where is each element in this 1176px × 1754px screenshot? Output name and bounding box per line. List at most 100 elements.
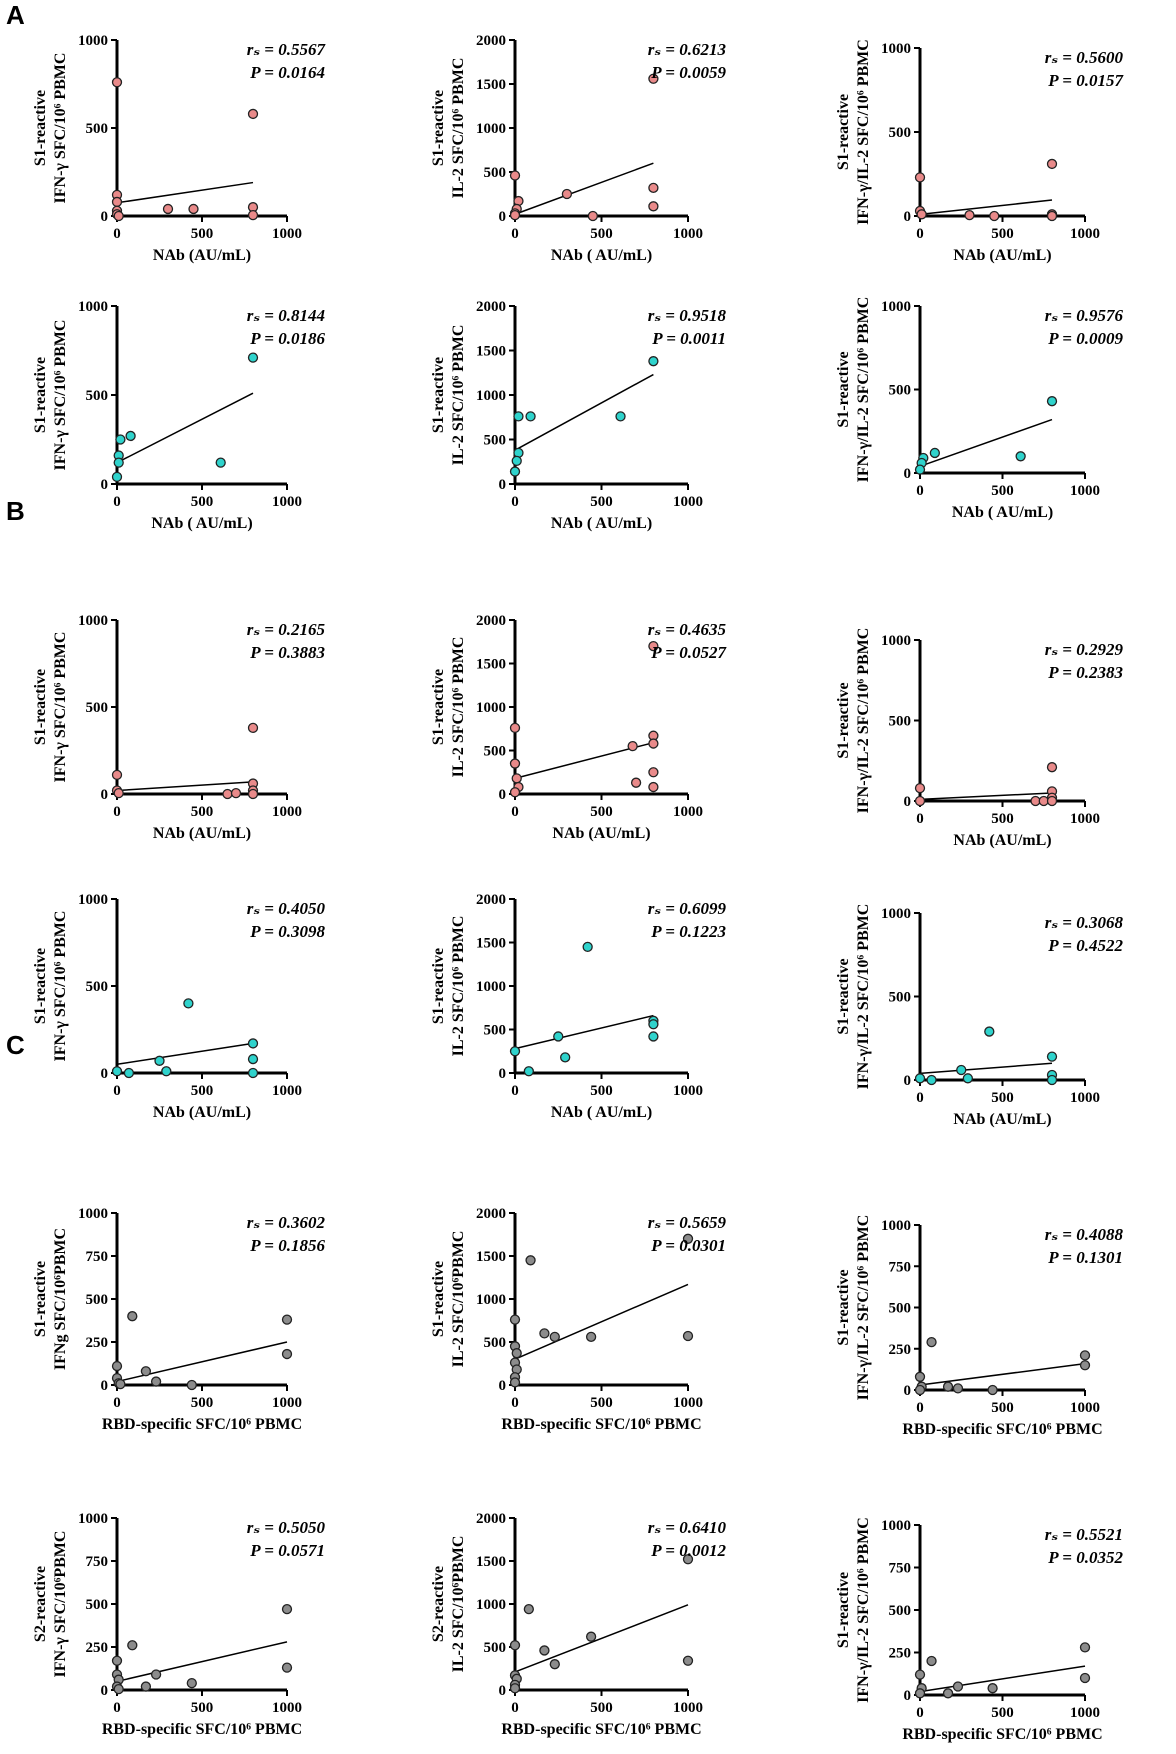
data-point	[509, 758, 521, 769]
data-point	[513, 411, 524, 422]
data-point	[247, 1053, 259, 1065]
y-tick-label: 1500	[476, 657, 506, 673]
x-tick-label: 1000	[1070, 483, 1100, 499]
stat-p: P = 0.1223	[650, 922, 726, 941]
y-axis-label-top: S1-reactive	[835, 351, 852, 427]
regression-line	[919, 418, 1053, 468]
x-axis-label: NAb (AU/mL)	[153, 247, 251, 264]
y-tick-label: 0	[904, 466, 912, 482]
subplot-2: 0 500 1000 1500 2000 0 500 1000 NAb ( AU/mL) S1-r…	[430, 33, 726, 264]
x-axis-label: NAb (AU/mL)	[953, 1111, 1051, 1128]
x-tick-label: 1000	[673, 1083, 703, 1099]
data-point	[247, 1067, 259, 1079]
data-point	[215, 457, 226, 468]
y-tick-label: 2000	[476, 613, 506, 629]
data-point	[247, 352, 259, 363]
stat-p: P = 0.0009	[1047, 329, 1123, 348]
stat-rs: rₛ = 0.5567	[247, 40, 327, 59]
stat-rs: rₛ = 0.2929	[1045, 640, 1124, 659]
stat-rs: rₛ = 0.2165	[247, 620, 326, 639]
stat-p: P = 0.3883	[249, 643, 325, 662]
y-tick-label: 0	[904, 1688, 912, 1704]
subplot-13: 0 250 500 750 1000 0 500 1000 RBD-specific SFC/1…	[32, 1206, 325, 1433]
data-point	[560, 1052, 571, 1063]
x-tick-label: 1000	[673, 1700, 703, 1716]
data-point	[111, 471, 123, 483]
stat-rs: rₛ = 0.5600	[1045, 48, 1124, 67]
data-point	[630, 777, 642, 788]
stat-p: P = 0.0301	[650, 1236, 726, 1255]
y-axis-label: IL-2 SFC/10⁶PBMC	[450, 1231, 467, 1368]
y-tick-label: 500	[484, 433, 507, 449]
y-axis-label: IL-2 SFC/10⁶ PBMC	[450, 325, 467, 466]
y-tick-label: 0	[101, 787, 109, 803]
data-point	[648, 201, 659, 212]
data-point	[553, 1031, 564, 1042]
data-point	[539, 1645, 550, 1656]
subplot-4: 0 500 1000 0 500 1000 NAb ( AU/mL) S1-reactive I…	[32, 299, 325, 532]
data-point	[615, 411, 626, 422]
data-point	[1046, 762, 1058, 773]
x-tick-label: 500	[590, 804, 613, 820]
regression-line	[919, 1665, 1086, 1693]
y-axis-label-top: S1-reactive	[430, 357, 447, 433]
x-tick-label: 0	[511, 1395, 519, 1411]
data-point	[914, 1384, 926, 1396]
stat-rs: rₛ = 0.3602	[247, 1213, 326, 1232]
y-tick-label: 1000	[78, 33, 108, 49]
y-tick-label: 500	[86, 1292, 109, 1308]
data-point	[111, 196, 123, 208]
y-tick-label: 500	[484, 1335, 507, 1351]
y-tick-label: 250	[86, 1640, 109, 1656]
y-tick-label: 0	[499, 1683, 507, 1699]
x-tick-label: 1000	[673, 1395, 703, 1411]
y-tick-label: 2000	[476, 299, 506, 315]
y-tick-label: 1000	[78, 1206, 108, 1222]
data-point	[511, 773, 522, 784]
data-point	[161, 1066, 172, 1077]
x-tick-label: 1000	[673, 226, 703, 242]
x-tick-label: 1000	[1070, 1090, 1100, 1106]
x-tick-label: 1000	[272, 494, 302, 510]
y-tick-label: 1000	[881, 1518, 911, 1534]
subplot-8: 0 500 1000 1500 2000 0 500 1000 NAb (AU/mL) S1-re…	[430, 613, 727, 842]
stat-p: P = 0.4522	[1047, 936, 1123, 955]
data-point	[186, 1379, 197, 1391]
x-tick-label: 1000	[1070, 1705, 1100, 1721]
data-point	[1046, 795, 1058, 807]
y-tick-label: 750	[86, 1249, 109, 1265]
y-tick-label: 500	[86, 1597, 109, 1613]
x-tick-label: 500	[191, 1700, 214, 1716]
x-tick-label: 0	[511, 1083, 519, 1099]
data-point	[247, 788, 259, 800]
y-tick-label: 0	[101, 1378, 109, 1394]
data-point	[956, 1064, 967, 1076]
y-tick-label: 1000	[881, 1218, 911, 1234]
data-point	[113, 787, 124, 799]
data-point	[281, 1348, 293, 1360]
stat-rs: rₛ = 0.5659	[648, 1213, 727, 1232]
x-tick-label: 500	[991, 226, 1014, 242]
data-point	[648, 1031, 659, 1042]
y-axis-label-top: S1-reactive	[430, 948, 447, 1024]
data-point	[1046, 210, 1058, 222]
data-point	[987, 1683, 998, 1694]
data-point	[648, 767, 659, 778]
y-tick-label: 1000	[78, 1511, 108, 1527]
x-tick-label: 500	[590, 1700, 613, 1716]
y-tick-label: 1000	[78, 299, 108, 315]
regression-line	[919, 792, 1053, 801]
y-tick-label: 2000	[476, 33, 506, 49]
y-tick-label: 1000	[78, 892, 108, 908]
data-point	[962, 1073, 973, 1084]
data-point	[1079, 1672, 1091, 1684]
y-tick-label: 500	[889, 125, 912, 141]
data-point	[1046, 1051, 1058, 1062]
y-axis-label-top: S1-reactive	[835, 1269, 852, 1345]
regression-line	[514, 373, 654, 451]
regression-line	[514, 1604, 689, 1673]
data-point	[525, 411, 536, 422]
regression-line	[116, 1641, 288, 1683]
y-axis-label: IL-2 SFC/10⁶ PBMC	[450, 637, 467, 778]
stat-p: P = 0.0012	[650, 1541, 726, 1560]
